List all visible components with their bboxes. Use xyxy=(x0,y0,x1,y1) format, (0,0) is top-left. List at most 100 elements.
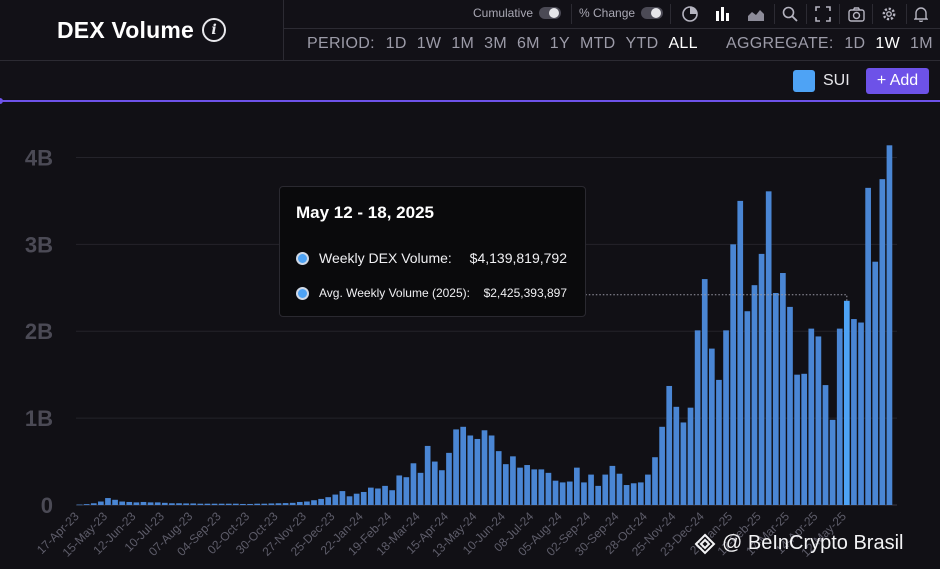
period-option-1m[interactable]: 1M xyxy=(451,35,475,52)
bar[interactable] xyxy=(758,253,765,505)
bell-icon[interactable] xyxy=(912,5,930,23)
bar[interactable] xyxy=(275,503,282,505)
bar[interactable] xyxy=(510,456,516,505)
bar[interactable] xyxy=(204,503,211,505)
bar[interactable] xyxy=(410,463,417,505)
bar[interactable] xyxy=(637,482,644,505)
bar[interactable] xyxy=(474,438,481,505)
period-option-all[interactable]: ALL xyxy=(668,35,698,52)
bar[interactable] xyxy=(147,502,154,505)
bar[interactable] xyxy=(595,485,602,505)
period-option-ytd[interactable]: YTD xyxy=(625,35,659,52)
bar[interactable] xyxy=(673,406,680,505)
period-option-3m[interactable]: 3M xyxy=(484,35,507,52)
bar[interactable] xyxy=(431,461,438,505)
bar[interactable] xyxy=(843,300,850,505)
bar[interactable] xyxy=(389,490,395,505)
bar[interactable] xyxy=(154,502,161,505)
bar[interactable] xyxy=(737,200,744,505)
bar[interactable] xyxy=(133,502,140,505)
bar[interactable] xyxy=(630,483,637,505)
bar[interactable] xyxy=(460,426,467,505)
bar[interactable] xyxy=(772,292,779,505)
period-option-1w[interactable]: 1W xyxy=(416,35,442,52)
bar[interactable] xyxy=(183,503,189,505)
aggregate-option-1m[interactable]: 1M xyxy=(910,35,933,52)
bar[interactable] xyxy=(481,430,488,505)
bar[interactable] xyxy=(282,503,289,505)
pct-change-switch[interactable] xyxy=(641,7,664,19)
bar[interactable] xyxy=(602,474,609,505)
bar[interactable] xyxy=(623,485,630,505)
bar[interactable] xyxy=(822,385,829,505)
bar[interactable] xyxy=(794,374,800,505)
bar[interactable] xyxy=(808,328,815,505)
search-icon[interactable] xyxy=(781,5,799,23)
gear-icon[interactable] xyxy=(880,5,898,23)
bar[interactable] xyxy=(375,488,381,505)
bar[interactable] xyxy=(304,501,310,505)
info-icon[interactable]: i xyxy=(202,18,227,42)
bar[interactable] xyxy=(76,504,83,506)
bar[interactable] xyxy=(176,503,182,505)
period-option-6m[interactable]: 6M xyxy=(516,35,540,52)
bar-chart-icon[interactable] xyxy=(714,5,732,23)
bar[interactable] xyxy=(744,311,751,505)
bar[interactable] xyxy=(659,426,665,505)
bar[interactable] xyxy=(801,373,808,505)
bar[interactable] xyxy=(879,179,886,506)
bar[interactable] xyxy=(829,419,836,505)
bar[interactable] xyxy=(261,503,268,505)
bar[interactable] xyxy=(332,494,339,505)
range-slider-track[interactable] xyxy=(0,100,940,102)
bar[interactable] xyxy=(126,501,133,505)
bar[interactable] xyxy=(446,452,452,505)
pie-chart-icon[interactable] xyxy=(681,5,699,23)
bar[interactable] xyxy=(886,145,893,506)
bar[interactable] xyxy=(588,474,594,505)
bar[interactable] xyxy=(865,187,871,506)
bar[interactable] xyxy=(538,469,545,505)
bar[interactable] xyxy=(566,481,573,505)
bar[interactable] xyxy=(680,422,687,505)
bar[interactable] xyxy=(382,485,388,505)
bar[interactable] xyxy=(502,464,509,505)
bar[interactable] xyxy=(211,503,218,505)
add-series-button[interactable]: + Add xyxy=(866,68,929,94)
aggregate-option-1w[interactable]: 1W xyxy=(875,35,901,52)
bar[interactable] xyxy=(233,503,239,505)
bar[interactable] xyxy=(311,500,317,505)
period-option-1y[interactable]: 1Y xyxy=(549,35,570,52)
bar[interactable] xyxy=(453,429,459,505)
bar[interactable] xyxy=(289,502,296,505)
bar[interactable] xyxy=(190,503,197,505)
bar[interactable] xyxy=(552,480,559,505)
pct-change-toggle[interactable]: % Change xyxy=(579,6,664,20)
bar[interactable] xyxy=(609,465,616,505)
bar[interactable] xyxy=(112,499,118,505)
bar[interactable] xyxy=(815,336,822,505)
cumulative-toggle[interactable]: Cumulative xyxy=(473,6,562,20)
legend-item-sui[interactable]: SUI xyxy=(793,70,850,92)
bar[interactable] xyxy=(98,501,104,505)
bar[interactable] xyxy=(318,498,324,505)
bar[interactable] xyxy=(403,477,410,505)
camera-icon[interactable] xyxy=(847,5,865,23)
range-slider-handle[interactable] xyxy=(0,98,3,104)
bar[interactable] xyxy=(559,482,566,505)
bar[interactable] xyxy=(225,503,232,505)
bar[interactable] xyxy=(360,491,367,505)
bar[interactable] xyxy=(353,493,360,505)
bar[interactable] xyxy=(851,319,857,505)
bar[interactable] xyxy=(780,273,786,505)
bar[interactable] xyxy=(467,435,474,505)
bar[interactable] xyxy=(83,504,90,505)
bar[interactable] xyxy=(169,503,175,505)
aggregate-option-1d[interactable]: 1D xyxy=(844,35,866,52)
bar[interactable] xyxy=(495,451,502,505)
bar[interactable] xyxy=(872,261,879,505)
bar[interactable] xyxy=(787,306,793,505)
bar[interactable] xyxy=(268,503,275,505)
bar[interactable] xyxy=(574,467,580,505)
bar[interactable] xyxy=(161,502,168,505)
